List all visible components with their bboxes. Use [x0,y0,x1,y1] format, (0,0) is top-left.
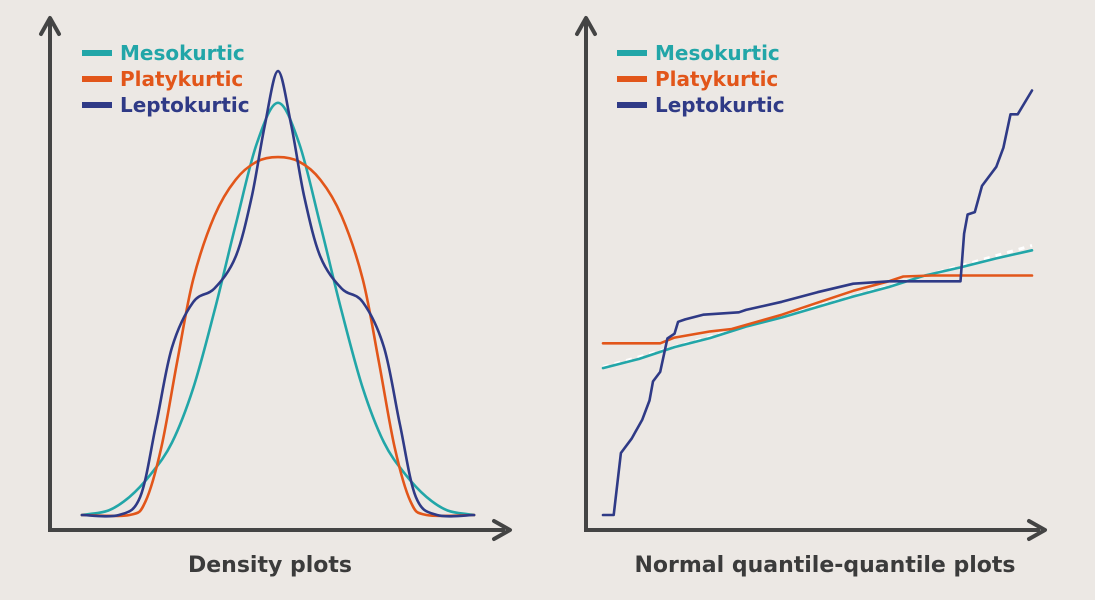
qq-series-group [601,89,1034,517]
density-series-leptokurtic [80,69,476,518]
qq-title: Normal quantile-quantile plots [634,553,1015,578]
qq-series-leptokurtic [601,89,1034,517]
density-series-mesokurtic [80,101,476,517]
density-legend-label-platykurtic: Platykurtic [120,67,243,91]
qq-x-axis-arrow [1027,519,1047,541]
qq-legend-label-mesokurtic: Mesokurtic [655,41,780,65]
qq-legend-label-platykurtic: Platykurtic [655,67,778,91]
density-series-group [80,69,476,518]
qq-y-axis-arrow [575,16,597,36]
qq-series-mesokurtic [601,249,1034,370]
qq-legend-label-leptokurtic: Leptokurtic [655,93,785,117]
density-series-platykurtic [80,155,476,518]
density-legend-label-mesokurtic: Mesokurtic [120,41,245,65]
qq-series-platykurtic [601,274,1034,345]
density-y-axis-arrow [39,16,61,36]
density-title: Density plots [188,553,352,578]
density-legend-label-leptokurtic: Leptokurtic [120,93,250,117]
density-x-axis-arrow [492,519,512,541]
